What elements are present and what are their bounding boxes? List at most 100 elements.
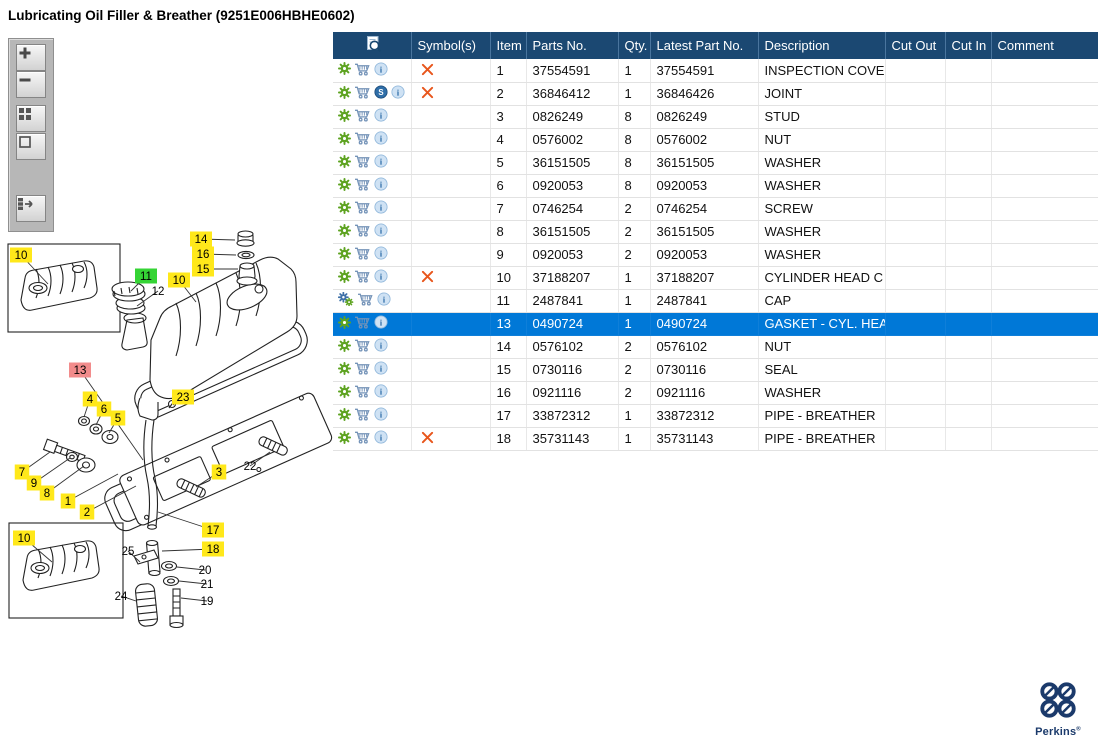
table-row-item-10[interactable]: i 10 37188207 1 37188207 CYLINDER HEAD C — [333, 266, 1098, 290]
callout-label-10[interactable]: 10 — [18, 533, 31, 545]
gear-icon[interactable] — [338, 269, 352, 286]
callout-box-2[interactable] — [79, 504, 95, 520]
gear-icon[interactable] — [338, 384, 352, 401]
info-icon[interactable]: i — [374, 430, 388, 447]
callout-label-7[interactable]: 7 — [19, 467, 25, 479]
callout-label-22[interactable]: 22 — [244, 461, 257, 473]
callout-label-4[interactable]: 4 — [87, 394, 94, 406]
table-row-item-17[interactable]: i 17 33872312 1 33872312 PIPE - BREATHER — [333, 404, 1098, 428]
info-icon[interactable]: i — [374, 269, 388, 286]
gear-icon[interactable] — [338, 85, 352, 102]
gear-icon[interactable] — [338, 223, 352, 240]
callout-label-3[interactable]: 3 — [216, 467, 222, 479]
info-icon[interactable]: i — [374, 154, 388, 171]
callout-box-17[interactable] — [202, 522, 224, 538]
callout-label-5[interactable]: 5 — [115, 413, 121, 425]
callout-label-14[interactable]: 14 — [195, 234, 208, 246]
info-icon[interactable]: i — [374, 361, 388, 378]
cart-icon[interactable] — [354, 430, 371, 447]
table-row-item-13[interactable]: i 13 0490724 1 0490724 GASKET - CYL. HEA — [333, 312, 1098, 336]
cart-icon[interactable] — [354, 384, 371, 401]
info-icon[interactable]: i — [374, 338, 388, 355]
callout-box-6[interactable] — [96, 401, 112, 417]
info-icon[interactable]: i — [374, 62, 388, 79]
callout-box-10[interactable] — [10, 247, 32, 263]
callout-label-9[interactable]: 9 — [31, 478, 37, 490]
cart-icon[interactable] — [354, 269, 371, 286]
callout-label-12[interactable]: 12 — [152, 286, 165, 298]
info-icon[interactable]: i — [374, 246, 388, 263]
cart-icon[interactable] — [354, 85, 371, 102]
info-icon[interactable]: i — [374, 108, 388, 125]
callout-box-23[interactable] — [172, 389, 194, 405]
callout-label-17[interactable]: 17 — [207, 525, 220, 537]
cart-icon[interactable] — [354, 200, 371, 217]
callout-box-11[interactable] — [135, 268, 157, 284]
table-row-item-15[interactable]: i 15 0730116 2 0730116 SEAL — [333, 358, 1098, 382]
callout-label-13[interactable]: 13 — [74, 365, 87, 377]
info-icon[interactable]: i — [374, 315, 388, 332]
info-icon[interactable]: i — [374, 407, 388, 424]
info-icon[interactable]: i — [374, 131, 388, 148]
zoom-out-button[interactable] — [16, 71, 46, 98]
cart-icon[interactable] — [354, 223, 371, 240]
gears-icon[interactable] — [337, 291, 354, 309]
gear-icon[interactable] — [338, 108, 352, 125]
info-icon[interactable]: i — [377, 292, 391, 309]
table-row-item-14[interactable]: i 14 0576102 2 0576102 NUT — [333, 335, 1098, 359]
cart-icon[interactable] — [354, 407, 371, 424]
callout-box-3[interactable] — [211, 464, 227, 480]
callout-label-15[interactable]: 15 — [197, 264, 210, 276]
cart-icon[interactable] — [354, 131, 371, 148]
table-row-item-7[interactable]: i 7 0746254 2 0746254 SCREW — [333, 197, 1098, 221]
callout-label-23[interactable]: 23 — [177, 392, 190, 404]
gear-icon[interactable] — [338, 154, 352, 171]
table-row-item-11[interactable]: i 11 2487841 1 2487841 CAP — [333, 289, 1098, 313]
callout-label-10[interactable]: 10 — [173, 275, 186, 287]
cart-icon[interactable] — [354, 62, 371, 79]
gear-icon[interactable] — [338, 361, 352, 378]
gear-icon[interactable] — [338, 131, 352, 148]
zoom-in-button[interactable] — [16, 44, 46, 71]
callout-box-14[interactable] — [190, 231, 212, 247]
callout-label-1[interactable]: 1 — [65, 496, 71, 508]
cart-icon[interactable] — [357, 292, 374, 309]
callout-label-11[interactable]: 11 — [140, 271, 152, 283]
cart-icon[interactable] — [354, 361, 371, 378]
gear-icon[interactable] — [338, 430, 352, 447]
superseded-icon[interactable]: S — [374, 85, 388, 102]
callout-label-25[interactable]: 25 — [122, 546, 135, 558]
callout-label-8[interactable]: 8 — [44, 488, 50, 500]
table-row-item-9[interactable]: i 9 0920053 2 0920053 WASHER — [333, 243, 1098, 267]
cart-icon[interactable] — [354, 154, 371, 171]
info-icon[interactable]: i — [374, 223, 388, 240]
callout-label-16[interactable]: 16 — [197, 249, 210, 261]
info-icon[interactable]: i — [374, 177, 388, 194]
callout-box-13[interactable] — [69, 362, 91, 378]
callout-label-6[interactable]: 6 — [101, 404, 107, 416]
gear-icon[interactable] — [338, 407, 352, 424]
info-icon[interactable]: i — [374, 384, 388, 401]
info-icon[interactable]: i — [374, 200, 388, 217]
callout-box-18[interactable] — [202, 541, 224, 557]
callout-label-18[interactable]: 18 — [207, 544, 220, 556]
table-row-item-8[interactable]: i 8 36151505 2 36151505 WASHER — [333, 220, 1098, 244]
toggle-table-button[interactable] — [16, 195, 46, 222]
table-row-item-16[interactable]: i 16 0921116 2 0921116 WASHER — [333, 381, 1098, 405]
table-row-item-5[interactable]: i 5 36151505 8 36151505 WASHER — [333, 151, 1098, 175]
tile-view-button[interactable] — [16, 105, 46, 132]
callout-label-21[interactable]: 21 — [201, 579, 214, 591]
callout-label-20[interactable]: 20 — [199, 565, 212, 577]
gear-icon[interactable] — [338, 177, 352, 194]
table-row-item-4[interactable]: i 4 0576002 8 0576002 NUT — [333, 128, 1098, 152]
callout-box-15[interactable] — [192, 261, 214, 277]
callout-box-10[interactable] — [13, 530, 35, 546]
callout-box-9[interactable] — [26, 475, 42, 491]
callout-label-19[interactable]: 19 — [201, 596, 214, 608]
table-row-item-18[interactable]: i 18 35731143 1 35731143 PIPE - BREATHER — [333, 427, 1098, 451]
callout-box-4[interactable] — [82, 391, 98, 407]
callout-label-2[interactable]: 2 — [84, 507, 90, 519]
callout-box-10[interactable] — [168, 272, 190, 288]
gear-icon[interactable] — [338, 62, 352, 78]
